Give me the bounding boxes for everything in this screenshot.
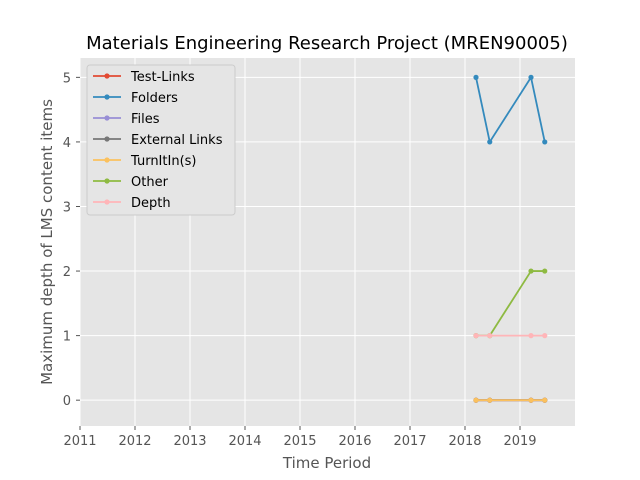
legend-label: TurnItIn(s) [130, 154, 196, 169]
legend-marker [104, 178, 110, 184]
legend-label: Folders [131, 91, 178, 106]
data-point [487, 333, 493, 339]
x-tick-label: 2014 [228, 434, 261, 449]
legend-item: Test-Links [93, 70, 195, 85]
legend-item: Files [93, 112, 160, 127]
legend-label: Other [131, 175, 169, 190]
legend-item: Folders [93, 91, 178, 106]
x-tick-label: 2013 [173, 434, 206, 449]
data-point [528, 74, 534, 80]
legend-marker [104, 94, 110, 100]
data-point [542, 397, 548, 403]
legend-label: Depth [131, 196, 171, 211]
data-point [528, 333, 534, 339]
legend-marker [104, 136, 110, 142]
tick-labels: 2011 2012 2013 2014 2015 2016 2017 2018 2019 0 1 2 3… [63, 71, 537, 449]
x-tick-label: 2016 [338, 434, 371, 449]
data-point [487, 139, 493, 145]
legend-label: Test-Links [130, 70, 195, 85]
data-point [528, 268, 534, 274]
series-layer [473, 74, 548, 403]
y-tick-label: 3 [63, 200, 71, 215]
legend-marker [104, 157, 110, 163]
data-point [542, 333, 548, 339]
legend-item: External Links [93, 133, 223, 148]
series-turnitin-s [473, 397, 548, 403]
y-tick-label: 4 [63, 136, 71, 151]
legend-marker [104, 73, 110, 79]
x-tick-label: 2011 [63, 434, 96, 449]
data-point [473, 397, 479, 403]
data-point [542, 268, 548, 274]
legend-item: Other [93, 175, 169, 190]
legend: Test-Links Folders Files External Links Turn… [86, 64, 236, 216]
x-tick-label: 2017 [393, 434, 426, 449]
data-point [528, 397, 534, 403]
y-axis-label: Maximum depth of LMS content items [38, 99, 56, 385]
legend-marker [104, 199, 110, 205]
chart-title: Materials Engineering Research Project (… [86, 33, 568, 54]
y-tick-label: 0 [63, 394, 71, 409]
data-point [473, 74, 479, 80]
y-tick-label: 1 [63, 330, 71, 345]
x-axis-label: Time Period [282, 454, 371, 472]
legend-item: TurnItIn(s) [93, 154, 196, 169]
data-point [487, 397, 493, 403]
y-tick-label: 5 [63, 71, 71, 86]
x-tick-label: 2019 [503, 434, 536, 449]
legend-box [86, 64, 236, 216]
y-tick-label: 2 [63, 265, 71, 280]
x-tick-label: 2015 [283, 434, 316, 449]
data-point [473, 333, 479, 339]
series-folders [473, 74, 548, 145]
data-point [542, 139, 548, 145]
legend-marker [104, 115, 110, 121]
legend-label: Files [131, 112, 160, 127]
x-tick-label: 2018 [448, 434, 481, 449]
x-tick-label: 2012 [118, 434, 151, 449]
series-depth [473, 333, 548, 339]
legend-label: External Links [131, 133, 223, 148]
legend-item: Depth [93, 196, 171, 211]
series-line [475, 76, 546, 143]
